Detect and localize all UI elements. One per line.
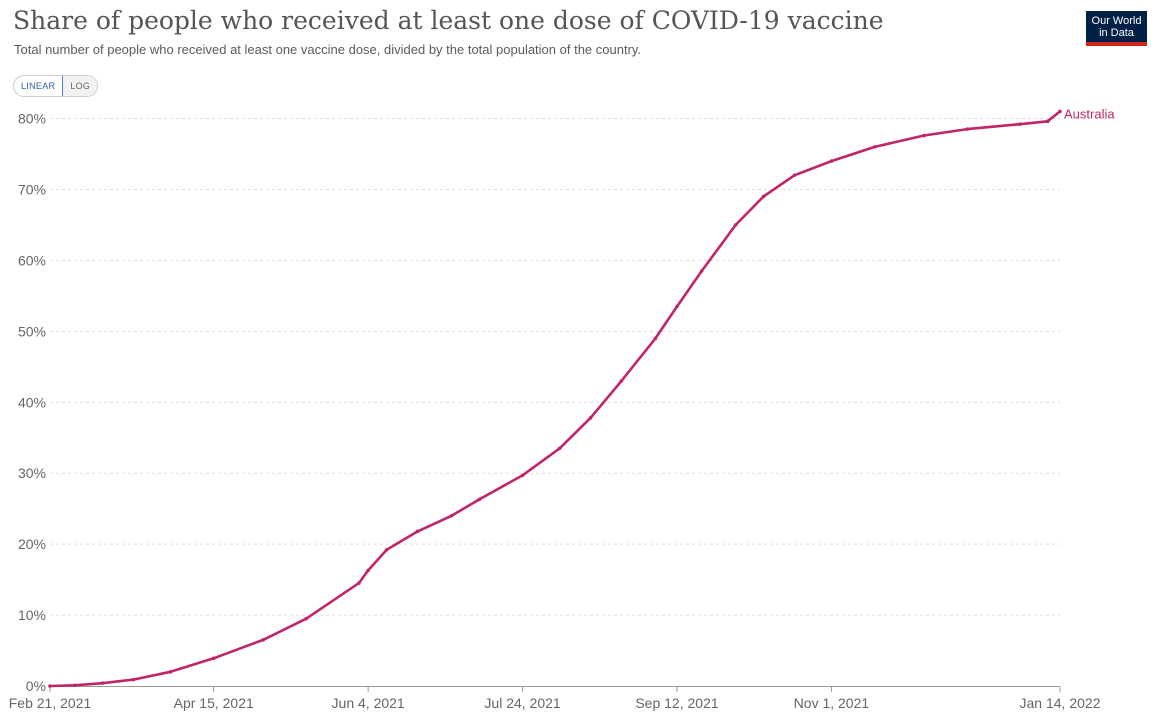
data-point[interactable] xyxy=(965,127,970,131)
y-axis: 0% 10% 20% 30% 40% 50% 60% 70% 80% xyxy=(18,111,46,695)
data-point[interactable] xyxy=(829,159,834,163)
data-point[interactable] xyxy=(557,446,562,451)
data-point[interactable] xyxy=(792,173,797,178)
y-tick-label: 10% xyxy=(18,607,46,623)
data-point[interactable] xyxy=(733,223,738,227)
data-point[interactable] xyxy=(477,497,482,502)
x-tick-label: Jan 14, 2022 xyxy=(1020,695,1101,711)
data-point[interactable] xyxy=(699,269,704,273)
data-point[interactable] xyxy=(520,473,525,478)
y-tick-label: 30% xyxy=(18,465,46,481)
data-point[interactable] xyxy=(653,336,658,341)
y-tick-label: 50% xyxy=(18,323,46,339)
data-point[interactable] xyxy=(304,616,309,621)
data-point[interactable] xyxy=(922,133,926,138)
chart-title: Share of people who received at least on… xyxy=(13,6,884,35)
data-point[interactable] xyxy=(211,656,216,661)
data-point[interactable] xyxy=(872,145,877,149)
data-point[interactable] xyxy=(72,683,77,688)
x-tick-label: Feb 21, 2021 xyxy=(9,695,92,711)
y-tick-label: 20% xyxy=(18,536,46,552)
x-tick-label: Jun 4, 2021 xyxy=(332,695,405,711)
y-tick-label: 0% xyxy=(26,678,46,694)
data-point[interactable] xyxy=(1058,109,1062,114)
x-tick-label: Sep 12, 2021 xyxy=(635,695,719,711)
data-point[interactable] xyxy=(1045,119,1050,124)
series-label-australia[interactable]: Australia xyxy=(1064,106,1115,121)
y-tick-label: 80% xyxy=(18,111,46,127)
log-scale-button[interactable]: LOG xyxy=(63,76,98,96)
data-point[interactable] xyxy=(366,568,370,573)
gridlines xyxy=(50,118,1060,616)
linear-scale-button[interactable]: LINEAR xyxy=(14,76,64,96)
logo-line-1: Our World xyxy=(1091,14,1142,27)
data-point[interactable] xyxy=(100,681,105,685)
x-tick-label: Nov 1, 2021 xyxy=(794,695,870,711)
data-point[interactable] xyxy=(384,548,389,552)
x-tick-label: Apr 15, 2021 xyxy=(174,695,254,711)
y-tick-label: 60% xyxy=(18,252,46,268)
data-point[interactable] xyxy=(449,513,454,518)
series: Australia xyxy=(48,106,1115,688)
data-point[interactable] xyxy=(588,416,593,420)
chart-subtitle: Total number of people who received at l… xyxy=(14,42,642,57)
data-point[interactable] xyxy=(261,638,265,642)
data-point[interactable] xyxy=(168,670,173,674)
scale-toggle: LINEAR LOG xyxy=(13,75,99,97)
data-point[interactable] xyxy=(675,304,679,309)
y-tick-label: 40% xyxy=(18,394,46,410)
data-point[interactable] xyxy=(619,379,624,383)
owid-logo[interactable]: Our World in Data xyxy=(1086,11,1147,46)
data-point[interactable] xyxy=(415,529,420,534)
x-axis: Feb 21, 2021 Apr 15, 2021 Jun 4, 2021 Jul 2… xyxy=(9,686,1101,711)
data-point[interactable] xyxy=(357,581,361,585)
data-point[interactable] xyxy=(131,677,136,682)
data-point[interactable] xyxy=(761,194,766,199)
y-tick-label: 70% xyxy=(18,181,46,197)
x-tick-label: Jul 24, 2021 xyxy=(484,695,560,711)
series-line-australia[interactable] xyxy=(48,110,1062,688)
logo-line-2: in Data xyxy=(1099,26,1134,39)
data-point[interactable] xyxy=(48,684,52,688)
data-point[interactable] xyxy=(1018,122,1022,126)
